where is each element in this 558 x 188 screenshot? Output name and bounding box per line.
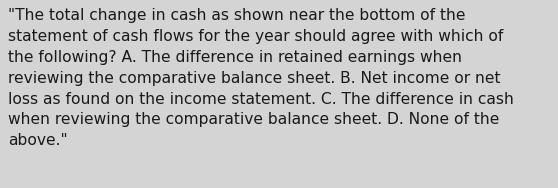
Text: "The total change in cash as shown near the bottom of the
statement of cash flow: "The total change in cash as shown near …: [8, 8, 514, 148]
